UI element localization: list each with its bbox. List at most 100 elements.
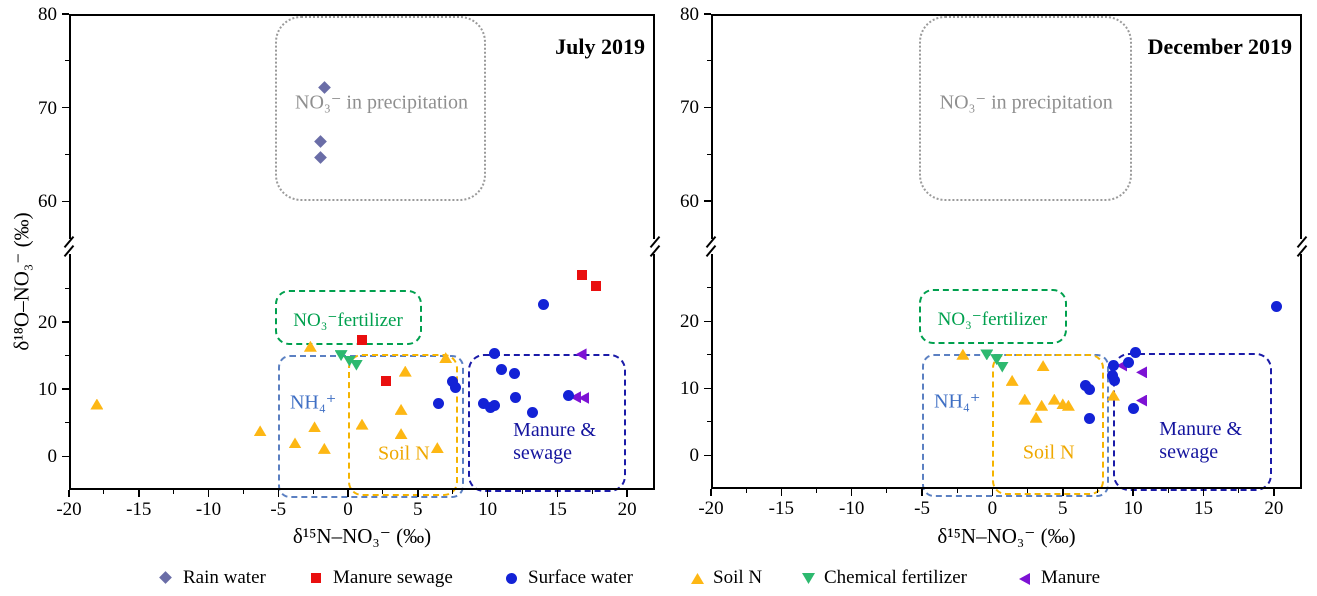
legend: Rain water Manure sewage Surface water S… (0, 564, 1317, 594)
x-minor-tick (452, 490, 454, 494)
y-tick-label: 80 (38, 4, 57, 25)
region-label-manure-sewage: Manure & sewage (513, 419, 596, 465)
region-soil-n (992, 353, 1104, 496)
x-tick-label: 10 (1123, 498, 1143, 519)
axis-break-gap (651, 239, 659, 255)
x-tick-label: -5 (914, 498, 930, 519)
data-point-soil-n (1106, 389, 1120, 401)
y-minor-tick (65, 60, 69, 62)
data-point-surface-water (537, 299, 549, 311)
legend-label: Surface water (528, 567, 633, 588)
plot-border (69, 14, 655, 490)
region-label-precipitation: NO₃⁻ in precipitation (295, 91, 469, 114)
data-point-soil-n (308, 421, 322, 433)
legend-label: Soil N (713, 567, 763, 588)
x-minor-tick (1167, 489, 1169, 493)
manure-triangle-icon (1019, 573, 1030, 585)
data-point-manure (569, 391, 581, 404)
region-label-soil-n: Soil N (378, 442, 430, 465)
y-tick-label: 10 (38, 379, 57, 401)
chemical-fertilizer-triangle-icon (802, 573, 815, 584)
x-tick-label: 0 (987, 498, 998, 519)
data-point-chemical-fertilizer (980, 349, 994, 361)
axis-break-gap (707, 238, 715, 254)
data-point-surface-water (449, 382, 461, 394)
x-major-tick (347, 490, 349, 497)
data-point-soil-n (1056, 398, 1070, 410)
data-point-manure-sewage (357, 335, 367, 346)
data-point-soil-n (1036, 360, 1050, 372)
x-minor-tick (103, 490, 105, 494)
x-major-tick (780, 489, 783, 496)
region-manure-sewage (1113, 352, 1273, 491)
data-point-manure-sewage (591, 281, 602, 292)
data-point-soil-n (1047, 393, 1061, 405)
axis-break-gap (1298, 238, 1306, 254)
data-point-manure (578, 391, 590, 404)
data-point-manure-sewage (577, 270, 588, 281)
y-tick-label: 80 (680, 4, 699, 25)
data-point-surface-water (509, 391, 521, 403)
region-no3-fertilizer (275, 289, 422, 345)
x-minor-tick (745, 489, 747, 493)
x-minor-tick (956, 489, 958, 493)
y-tick-label: 70 (38, 97, 57, 119)
x-major-tick (68, 490, 70, 497)
data-point-surface-water (447, 376, 459, 388)
y-minor-tick (65, 287, 69, 289)
y-tick-label: 0 (47, 446, 58, 468)
y-minor-tick (707, 153, 711, 155)
data-point-soil-n (317, 442, 331, 454)
x-major-tick (138, 490, 140, 497)
x-tick-label: -10 (839, 498, 865, 519)
data-point-soil-n (303, 340, 317, 352)
data-point-surface-water (489, 348, 501, 360)
panel-title: July 2019 (555, 34, 645, 59)
y-major-tick (704, 320, 711, 323)
data-point-chemical-fertilizer (334, 350, 348, 362)
y-minor-tick (65, 422, 69, 424)
y-tick-label: 20 (680, 311, 699, 333)
data-point-surface-water (1130, 347, 1142, 359)
y-tick-label: 20 (38, 312, 57, 334)
x-major-tick (1202, 489, 1205, 496)
data-point-chemical-fertilizer (990, 354, 1004, 366)
data-point-chemical-fertilizer (995, 361, 1009, 373)
x-major-tick (1132, 489, 1134, 496)
data-point-surface-water (508, 368, 520, 380)
data-point-surface-water (1271, 301, 1283, 313)
x-tick-label: -10 (195, 499, 222, 520)
data-point-surface-water (1084, 383, 1096, 395)
data-point-surface-water (1107, 360, 1119, 372)
x-major-tick (1062, 489, 1064, 496)
y-minor-tick (65, 355, 69, 357)
data-point-soil-n (288, 437, 302, 449)
data-point-manure (1136, 394, 1148, 407)
data-point-surface-water (526, 406, 538, 418)
x-major-tick (207, 490, 210, 497)
data-point-soil-n (956, 348, 970, 360)
x-minor-tick (1238, 489, 1240, 493)
data-point-soil-n (1035, 399, 1049, 411)
data-point-surface-water (562, 389, 574, 401)
data-point-surface-water (1127, 403, 1139, 415)
y-major-tick (704, 200, 711, 202)
x-axis-title-july: δ¹⁵N–NO₃⁻ (‰) (292, 524, 432, 548)
x-tick-label: -15 (768, 498, 794, 519)
legend-label: Chemical fertilizer (824, 567, 967, 588)
legend-label: Rain water (183, 567, 266, 588)
x-minor-tick (591, 490, 593, 494)
data-point-manure (575, 348, 587, 361)
x-minor-tick (816, 489, 818, 493)
data-point-surface-water (1084, 413, 1096, 425)
region-label-nh4: NH₄⁺ (934, 390, 981, 413)
region-soil-n (348, 354, 459, 497)
data-point-chemical-fertilizer (349, 359, 363, 371)
x-tick-label: 20 (617, 499, 637, 520)
data-point-surface-water (1123, 356, 1135, 368)
y-tick-label: 10 (680, 378, 699, 400)
region-precipitation (919, 15, 1132, 201)
x-major-tick (991, 489, 994, 496)
data-point-soil-n (1061, 399, 1075, 411)
